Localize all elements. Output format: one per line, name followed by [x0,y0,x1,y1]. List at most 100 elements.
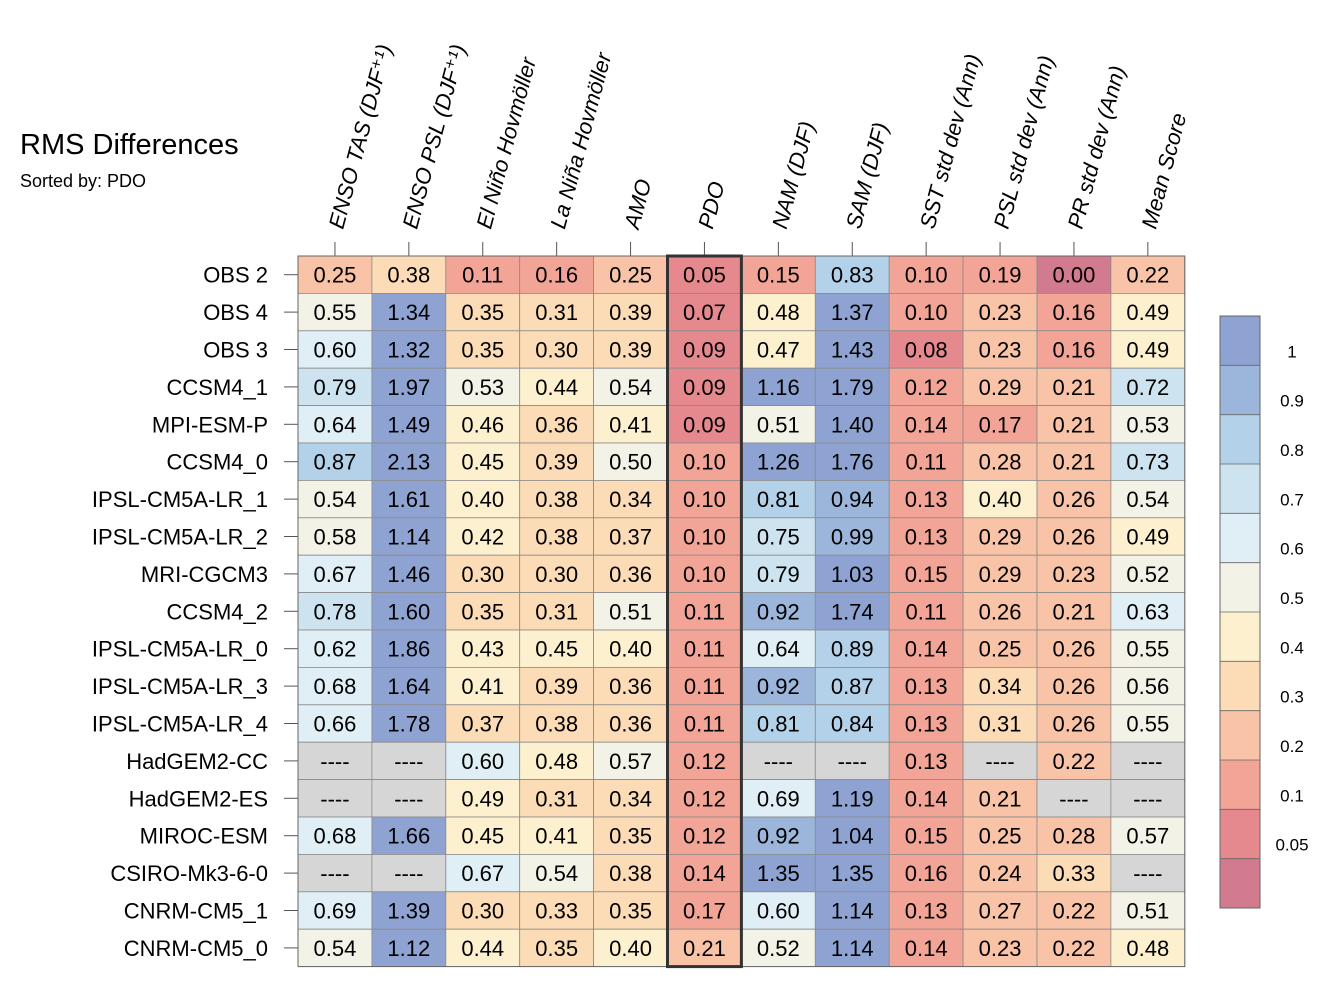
cell-value: 0.60 [461,749,504,774]
column-label: La Niña Hovmöller [545,48,616,231]
heatmap-cell [814,704,890,743]
heatmap-cell [814,592,890,631]
heatmap-cell [1110,405,1186,444]
cell-value: 0.31 [979,712,1022,737]
cell-value: 0.10 [683,487,726,512]
colorbar-band [1220,414,1260,464]
heatmap-cell [297,928,373,968]
cell-value: 0.79 [314,375,357,400]
heatmap-cell [667,667,742,706]
heatmap-cell [371,854,447,893]
heatmap-cell [962,592,1038,631]
heatmap-cell [1110,629,1186,668]
heatmap-cell [1036,816,1112,855]
cell-value: 1.39 [387,899,430,924]
heatmap-cell [593,330,668,369]
heatmap-cell [814,479,890,519]
cell-value: 1.26 [757,450,800,475]
column-label: Mean Score [1137,110,1192,231]
cell-value: 0.83 [831,263,874,288]
cell-value: 1.74 [831,599,874,624]
heatmap-cell [741,779,816,818]
cell-value: 0.26 [1053,525,1096,550]
colorbar-band [1220,316,1260,366]
cell-value: 0.09 [683,338,726,363]
cell-value: 0.11 [684,712,725,737]
cell-value: 0.53 [1126,412,1169,437]
column-label: PSL std dev (Ann) [989,53,1059,232]
cell-value: 0.39 [609,300,652,325]
cell-value: 0.22 [1053,749,1096,774]
heatmap-cell [814,554,890,594]
heatmap-cell [593,891,668,930]
heatmap-cell [519,479,595,519]
cell-value: 0.12 [905,375,948,400]
cell-value: 0.72 [1126,375,1169,400]
cell-value: 1.19 [831,786,874,811]
cell-value: 1.03 [831,562,874,587]
heatmap-cell [1110,667,1186,706]
heatmap-cell [741,442,816,481]
cell-value: 0.84 [831,712,874,737]
cell-value: 0.09 [683,412,726,437]
cell-value: 0.25 [979,824,1022,849]
cell-value: ---- [985,749,1014,774]
row-label: OBS 3 [203,338,268,363]
cell-value: 0.29 [979,525,1022,550]
heatmap-cell [741,741,816,781]
cell-value: 0.29 [979,562,1022,587]
cell-value: 0.30 [461,899,504,924]
cell-value: 0.43 [461,637,504,662]
heatmap-cell [1036,667,1112,706]
heatmap-cell [519,592,595,631]
heatmap-cell [519,405,595,444]
heatmap-cell [888,741,964,781]
cell-value: ---- [320,786,349,811]
cell-value: 0.16 [535,263,578,288]
column-label: PDO [693,179,729,232]
heatmap-cell [1110,928,1186,968]
colorbar: 1 0.9 0.8 0.7 0.6 0.5 0.4 0.3 0.2 0.1 0.05 [1219,315,1309,909]
cell-value: 0.23 [1053,562,1096,587]
heatmap-cell [371,554,447,594]
heatmap-cell [667,704,742,743]
row-label: MRI-CGCM3 [141,562,268,587]
cell-value: 0.35 [535,936,578,961]
cell-value: 0.49 [1126,525,1169,550]
cell-value: 0.38 [387,263,430,288]
chart-title: RMS Differences [20,129,239,161]
cell-value: 0.14 [905,637,948,662]
heatmap-cell [371,592,447,631]
cell-value: 0.33 [1053,861,1096,886]
cell-value: 0.55 [1126,637,1169,662]
row-label: MPI-ESM-P [152,412,268,437]
cell-value: 0.46 [461,412,504,437]
cell-value: 0.12 [683,824,726,849]
cell-value: 1.86 [387,637,430,662]
cell-value: 0.92 [757,674,800,699]
heatmap-cell [519,554,595,594]
row-labels: OBS 2 OBS 4 OBS 3 CCSM4_1 MPI-ESM-P CCSM4_0 IP… [92,263,298,961]
heatmap-cell [888,667,964,706]
cell-value: ---- [394,861,423,886]
cell-value: 1.79 [831,375,874,400]
cell-value: ---- [764,749,793,774]
heatmap-cell [371,292,447,332]
heatmap-cell [1110,816,1186,855]
row-label: CCSM4_1 [167,375,268,400]
cell-value: 0.64 [757,637,800,662]
cell-value: 0.75 [757,525,800,550]
cell-value: 0.38 [535,525,578,550]
cell-value: 1.32 [387,338,430,363]
heatmap-cell [297,405,373,444]
cell-value: 0.55 [1126,712,1169,737]
colorbar-band [1220,661,1260,711]
cell-value: 1.04 [831,824,874,849]
heatmap-cell [371,629,447,668]
heatmap-cell [593,517,668,556]
cell-value: 0.26 [1053,712,1096,737]
heatmap-cell [814,330,890,369]
cell-value: 0.34 [609,487,652,512]
cell-value: 0.81 [757,487,800,512]
cell-value: 1.60 [387,599,430,624]
